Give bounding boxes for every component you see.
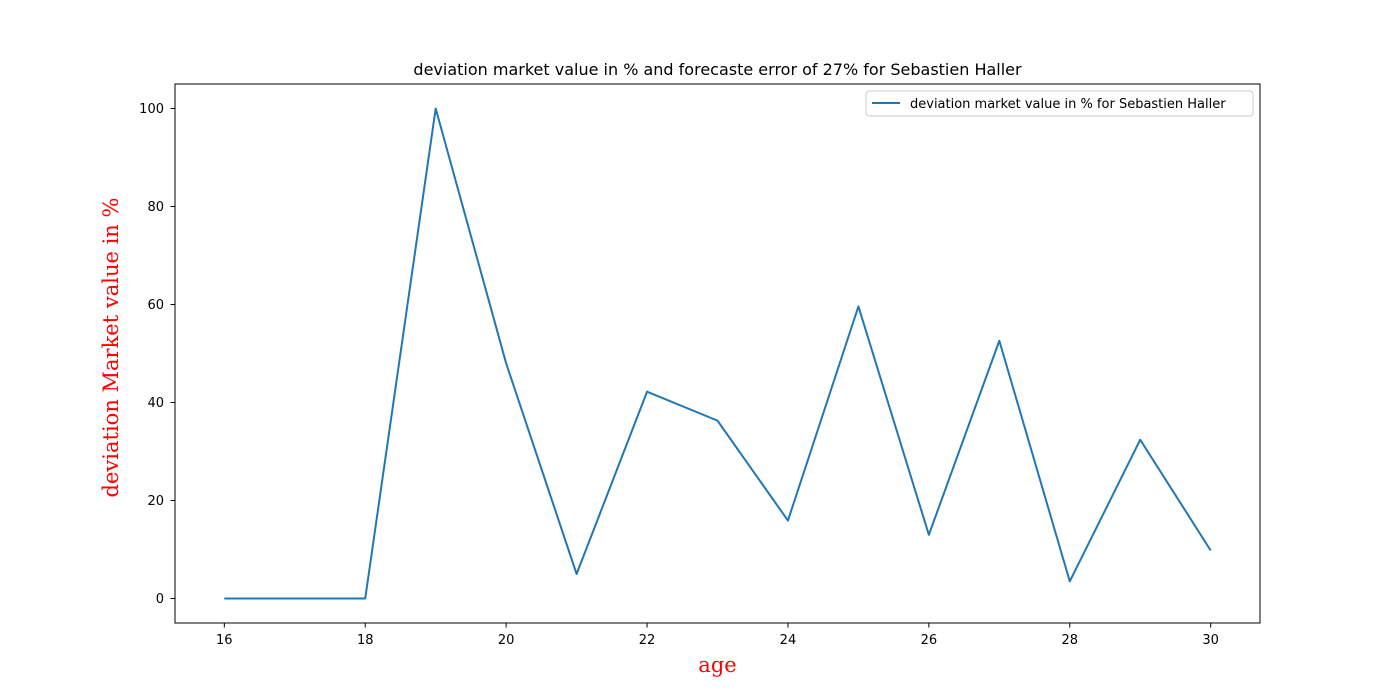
y-tick-label: 0: [156, 592, 164, 607]
y-tick-label: 80: [147, 200, 164, 215]
x-tick-label: 20: [498, 633, 515, 648]
legend-label: deviation market value in % for Sebastie…: [910, 97, 1226, 112]
y-axis-label: deviation Market value in %: [99, 198, 123, 498]
x-tick-label: 24: [780, 633, 797, 648]
y-tick-label: 20: [147, 494, 164, 509]
y-tick-label: 100: [139, 102, 164, 117]
legend-box: [865, 90, 1254, 117]
x-tick-label: 26: [921, 633, 938, 648]
chart-title: deviation market value in % and forecast…: [413, 60, 1022, 79]
x-tick-label: 28: [1061, 633, 1078, 648]
legend: deviation market value in % for Sebastie…: [865, 90, 1254, 117]
x-tick-label: 22: [639, 633, 656, 648]
series-line: [224, 107, 1212, 600]
x-axis-label: age: [698, 653, 736, 677]
x-tick-label: 18: [357, 633, 374, 648]
y-tick-label: 40: [147, 396, 164, 411]
plot-area: [174, 83, 1261, 624]
y-tick-label: 60: [147, 298, 164, 313]
series-layer: [224, 107, 1212, 600]
plot-frame: [174, 83, 1261, 624]
axis-ticks: 16 18 20 22 24 26 28 30 0 20 40 60 80 100: [139, 102, 1219, 648]
x-tick-label: 16: [216, 633, 233, 648]
x-tick-label: 30: [1202, 633, 1219, 648]
